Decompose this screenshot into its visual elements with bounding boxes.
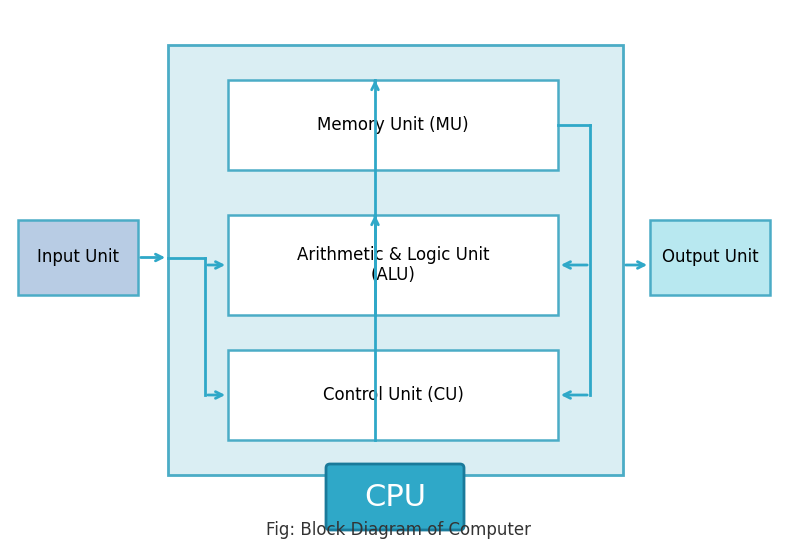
Bar <box>228 215 558 315</box>
Text: Output Unit: Output Unit <box>662 249 758 267</box>
Bar <box>650 220 770 295</box>
Bar <box>228 80 558 170</box>
Bar <box>228 350 558 440</box>
Text: Input Unit: Input Unit <box>37 249 119 267</box>
Bar <box>18 220 138 295</box>
Text: Fig: Block Diagram of Computer: Fig: Block Diagram of Computer <box>266 521 531 539</box>
FancyBboxPatch shape <box>326 464 464 530</box>
Text: Control Unit (CU): Control Unit (CU) <box>323 386 463 404</box>
Text: CPU: CPU <box>364 482 426 512</box>
Text: Arithmetic & Logic Unit
(ALU): Arithmetic & Logic Unit (ALU) <box>296 246 489 284</box>
Text: Memory Unit (MU): Memory Unit (MU) <box>317 116 469 134</box>
Bar <box>168 45 623 475</box>
